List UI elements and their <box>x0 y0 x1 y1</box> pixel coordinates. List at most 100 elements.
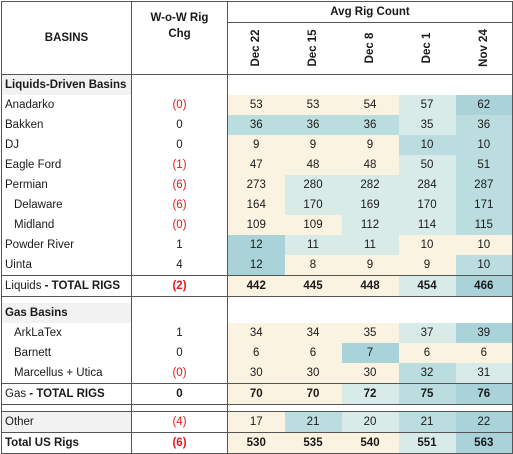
rig-count-cell: 9 <box>227 135 285 155</box>
rig-count-cell: 115 <box>455 215 513 235</box>
section-blank-cell <box>398 74 456 95</box>
section-blank-cell <box>284 74 342 95</box>
rig-count-cell: 20 <box>341 411 399 433</box>
rig-count-cell: 75 <box>398 383 456 405</box>
basin-name: Midland <box>1 215 132 235</box>
rig-count-cell: 21 <box>284 411 342 433</box>
wow-label-line1: W-o-W Rig <box>150 12 209 24</box>
total-name: Gas - TOTAL RIGS <box>1 383 132 405</box>
rig-count-cell: 169 <box>341 195 399 215</box>
rig-count-cell: 280 <box>284 175 342 195</box>
rig-count-cell: 37 <box>398 323 456 343</box>
spacer-cell <box>1 404 132 412</box>
wow-change-value: (0) <box>131 215 228 235</box>
basin-name: Other <box>1 411 132 433</box>
rig-count-cell: 57 <box>398 95 456 115</box>
basin-name: Delaware <box>1 195 132 215</box>
section-blank-cell <box>285 303 342 323</box>
rig-count-cell: 287 <box>455 175 513 195</box>
section-blank-cell <box>341 74 399 95</box>
total-name-suffix: - TOTAL RIGS <box>26 388 105 400</box>
table-row: Other (4) 17 21 20 21 22 <box>1 411 513 433</box>
rig-count-cell: 109 <box>227 215 285 235</box>
rig-count-cell: 445 <box>284 275 342 297</box>
date-header-0: Dec 22 <box>227 22 285 76</box>
wow-change-value: (4) <box>131 411 228 433</box>
section-blank-cell <box>399 303 456 323</box>
date-header-label: Dec 15 <box>307 29 319 67</box>
basins-column-header: BASINS <box>1 1 132 75</box>
wow-change-value: 1 <box>131 235 228 255</box>
rig-count-cell: 51 <box>455 155 513 175</box>
date-header-label: Dec 1 <box>421 32 433 64</box>
rig-count-cell: 72 <box>341 383 399 405</box>
rig-count-cell: 76 <box>455 383 513 405</box>
section-header-row: Liquids-Driven Basins <box>1 74 513 95</box>
section-blank-cell <box>455 303 513 323</box>
basin-name: Powder River <box>1 235 132 255</box>
total-name-prefix: Gas <box>5 388 27 400</box>
wow-change-value: (0) <box>131 95 228 115</box>
wow-change-value: (6) <box>131 195 228 215</box>
rig-count-cell: 47 <box>227 155 285 175</box>
rig-count-cell: 6 <box>398 343 456 363</box>
rig-count-cell: 62 <box>455 95 513 115</box>
rig-count-cell: 448 <box>341 275 399 297</box>
section-blank-cell <box>455 74 513 95</box>
spacer-cell <box>131 404 228 412</box>
basin-name: Uinta <box>1 255 132 276</box>
basin-name: ArkLaTex <box>1 323 132 343</box>
rig-count-cell: 12 <box>227 255 285 276</box>
total-name-prefix: Liquids <box>5 280 42 292</box>
section-title: Liquids-Driven Basins <box>1 74 132 95</box>
rig-count-cell: 30 <box>227 363 285 384</box>
rig-count-cell: 6 <box>227 343 285 363</box>
section-title: Gas Basins <box>1 303 132 323</box>
rig-count-cell: 282 <box>341 175 399 195</box>
rig-count-cell: 54 <box>341 95 399 115</box>
rig-count-cell: 6 <box>284 343 342 363</box>
rig-count-cell: 70 <box>284 383 342 405</box>
table-row: Delaware (6) 164 170 169 170 171 <box>1 195 513 215</box>
spacer-cell <box>455 404 513 412</box>
total-name: Liquids - TOTAL RIGS <box>1 275 132 297</box>
rig-count-cell: 6 <box>455 343 513 363</box>
rig-count-cell: 170 <box>398 195 456 215</box>
rig-count-cell: 35 <box>398 115 456 135</box>
rig-count-cell: 48 <box>284 155 342 175</box>
rig-count-cell: 34 <box>284 323 342 343</box>
avg-rig-count-header: Avg Rig Count <box>226 1 513 23</box>
rig-count-cell: 10 <box>398 235 456 255</box>
table-row: Marcellus + Utica (0) 30 30 30 32 31 <box>1 363 513 384</box>
rig-count-cell: 31 <box>455 363 513 384</box>
rig-count-cell: 7 <box>341 343 399 363</box>
date-header-label: Dec 8 <box>364 32 376 64</box>
rig-count-cell: 22 <box>455 411 513 433</box>
wow-label-line2: Chg <box>168 28 191 40</box>
date-header-3: Dec 1 <box>398 22 456 76</box>
rig-count-cell: 17 <box>227 411 285 433</box>
rig-count-cell: 8 <box>284 255 342 276</box>
spacer-cell <box>399 405 456 412</box>
rig-count-cell: 39 <box>455 323 513 343</box>
wow-change-value: (0) <box>131 363 228 384</box>
wow-change-value: (6) <box>131 175 228 195</box>
rig-count-cell: 34 <box>227 323 285 343</box>
rig-count-cell: 284 <box>398 175 456 195</box>
rig-count-cell: 12 <box>227 235 285 255</box>
rig-count-cell: 114 <box>398 215 456 235</box>
rig-count-cell: 36 <box>455 115 513 135</box>
rig-count-cell: 9 <box>284 135 342 155</box>
date-header-4: Nov 24 <box>455 22 513 76</box>
rig-count-cell: 30 <box>341 363 399 384</box>
rig-count-cell: 454 <box>398 275 456 297</box>
spacer-cell <box>285 405 342 412</box>
basin-name: Permian <box>1 175 132 195</box>
rig-count-cell: 48 <box>341 155 399 175</box>
rig-count-cell: 9 <box>341 255 399 276</box>
spacer-cell <box>228 405 285 412</box>
rig-count-cell: 35 <box>341 323 399 343</box>
table-row: Bakken 0 36 36 36 35 36 <box>1 115 513 135</box>
rig-count-cell: 164 <box>227 195 285 215</box>
